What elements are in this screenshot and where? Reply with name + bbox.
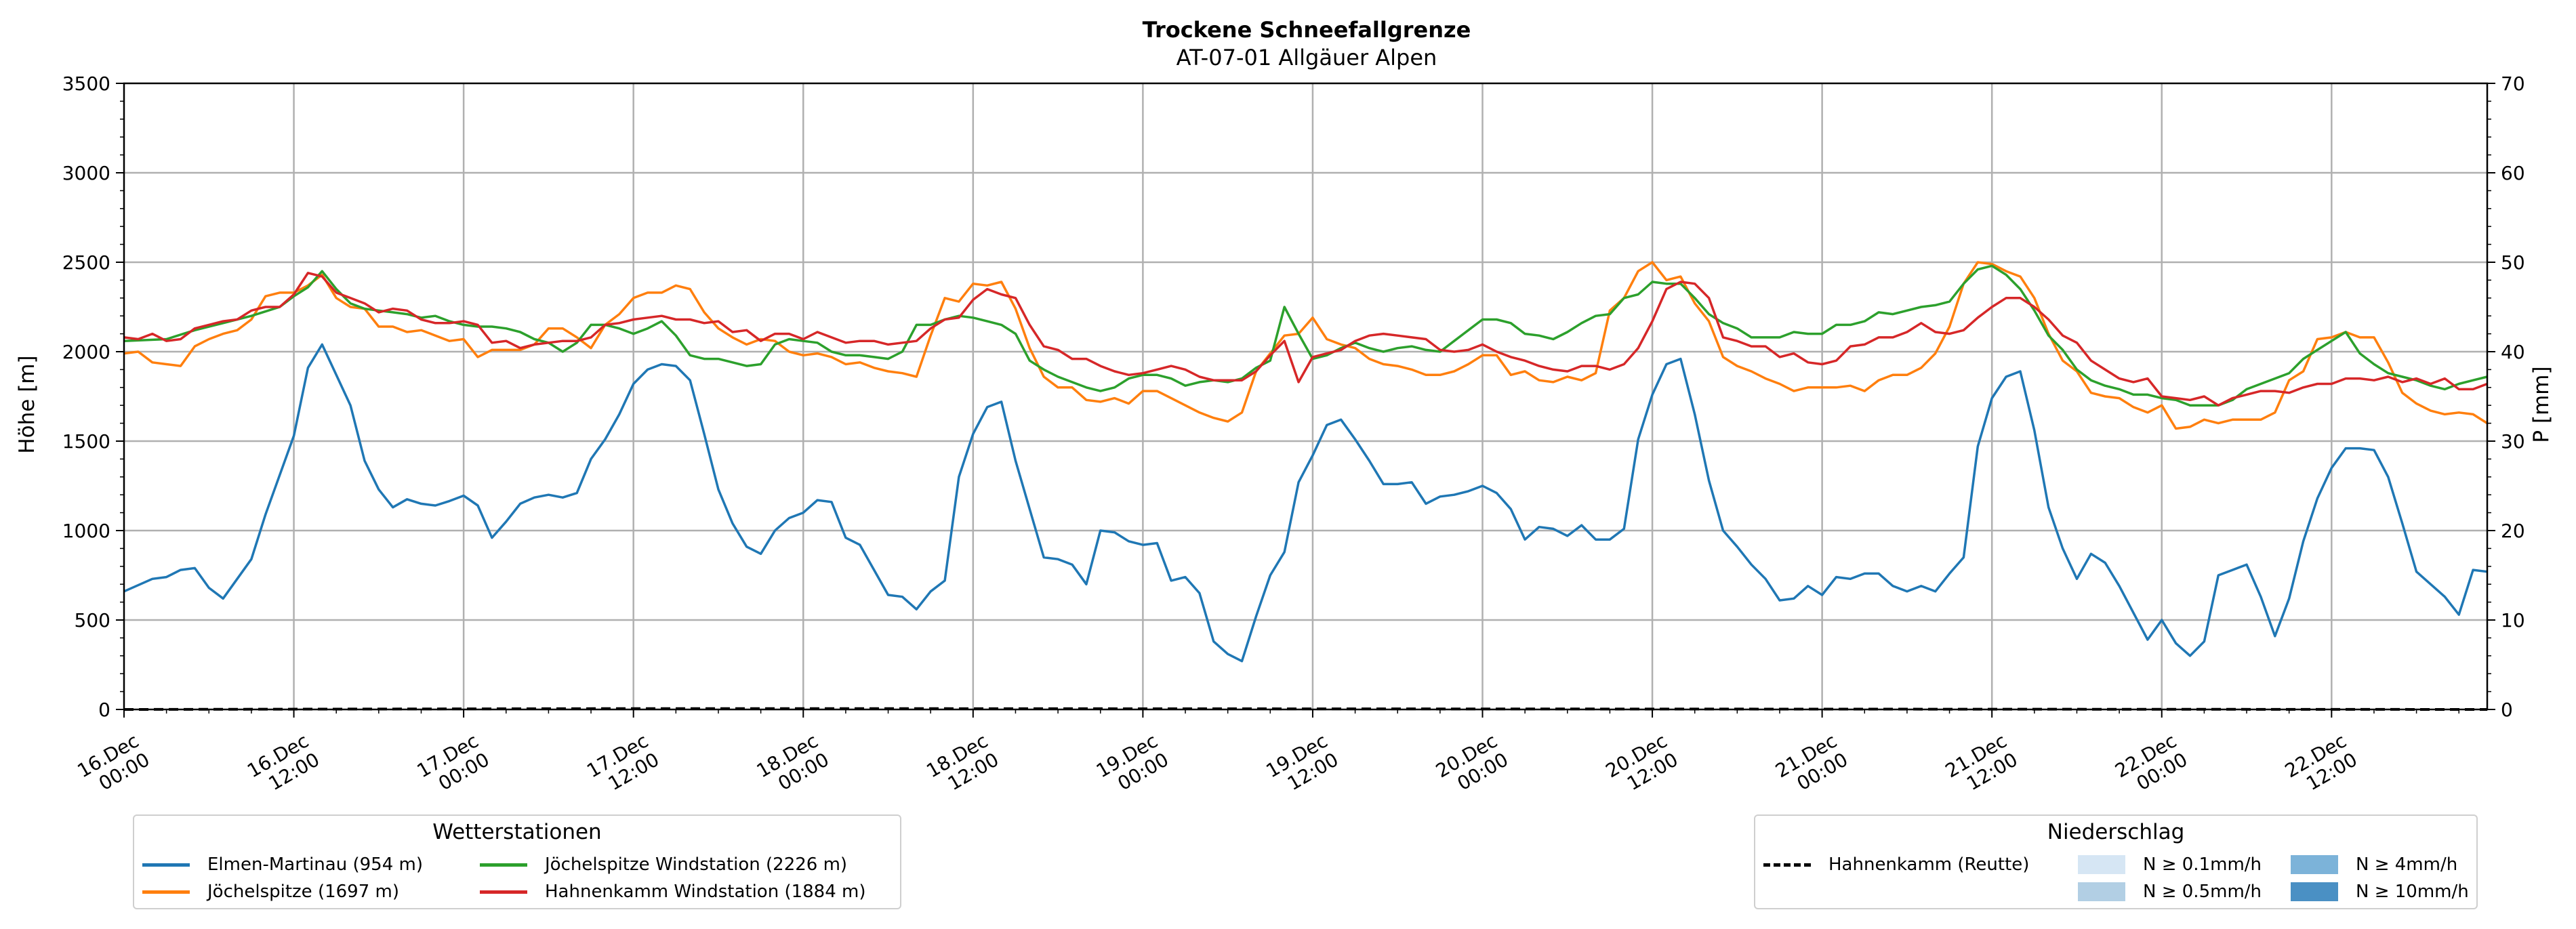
legend-entry-joechelspitze-windstation: Jöchelspitze Windstation (2226 m) <box>480 851 847 878</box>
legend-label: Hahnenkamm (Reutte) <box>1828 854 2030 875</box>
legend-precipitation: Niederschlag Hahnenkamm (Reutte) N ≥ 0.1… <box>1754 814 2478 909</box>
x-tick-label: 21.Dec12:00 <box>1942 729 2022 801</box>
x-tick-label: 18.Dec12:00 <box>922 729 1002 801</box>
series-line-j-chelspitze-windstation-2226-m <box>123 264 2488 407</box>
axes-layer: 0 500 1000 1500 2000 2500 3000 3500 0 10 20 30 40 50 6… <box>62 73 2525 801</box>
legend-swatch <box>1763 863 1811 867</box>
legend-entry-n-10: N ≥ 10mm/h <box>2291 878 2469 905</box>
legend-swatch <box>2078 882 2125 901</box>
legend-label: N ≥ 4mm/h <box>2356 854 2458 875</box>
y-axis-label: Höhe [m] <box>15 355 39 453</box>
legend-entry-n-0-5: N ≥ 0.5mm/h <box>2078 878 2262 905</box>
legend-label: Jöchelspitze (1697 m) <box>207 882 399 902</box>
y-tick-label: 0 <box>98 699 110 721</box>
x-tick-label: 21.Dec00:00 <box>1772 729 1852 801</box>
x-tick-label: 22.Dec00:00 <box>2111 729 2191 801</box>
legend-swatch <box>480 890 527 894</box>
legend-label: N ≥ 0.5mm/h <box>2143 882 2262 902</box>
legend-swatch <box>480 863 527 867</box>
legend-title: Wetterstationen <box>432 820 602 844</box>
x-tick-label: 17.Dec00:00 <box>413 729 493 801</box>
legend-title: Niederschlag <box>2047 820 2185 844</box>
y2-tick-label: 10 <box>2501 609 2525 632</box>
legend-entry-hahnenkamm-windstation: Hahnenkamm Windstation (1884 m) <box>480 878 866 905</box>
x-tick-label: 20.Dec12:00 <box>1602 729 1682 801</box>
legend-weather-stations: Wetterstationen Elmen-Martinau (954 m) J… <box>133 814 901 909</box>
chart-title: Trockene Schneefallgrenze <box>1143 17 1471 43</box>
y-tick-label: 2000 <box>62 341 110 363</box>
legend-swatch <box>2291 855 2338 874</box>
legend-label: Elmen-Martinau (954 m) <box>207 854 423 875</box>
x-tick-label: 19.Dec00:00 <box>1092 729 1172 801</box>
x-tick-label: 16.Dec00:00 <box>74 729 154 801</box>
legend-swatch <box>2078 855 2125 874</box>
legend-entry-hahnenkamm-reutte: Hahnenkamm (Reutte) <box>1763 851 2029 878</box>
legend-entry-n-0-1: N ≥ 0.1mm/h <box>2078 851 2262 878</box>
y2-tick-label: 20 <box>2501 520 2525 542</box>
y2-tick-label: 30 <box>2501 430 2525 453</box>
x-tick-label: 22.Dec12:00 <box>2281 729 2361 801</box>
legend-entry-elmen-martinau: Elmen-Martinau (954 m) <box>142 851 423 878</box>
y2-tick-label: 70 <box>2501 73 2525 95</box>
y-tick-label: 3500 <box>62 73 110 95</box>
legend-entry-joechelspitze: Jöchelspitze (1697 m) <box>142 878 399 905</box>
series-line-j-chelspitze-1697-m <box>123 261 2488 430</box>
x-tick-label: 16.Dec12:00 <box>243 729 323 801</box>
series-line-hahnenkamm-windstation-1884-m <box>123 272 2488 407</box>
x-tick-label: 18.Dec00:00 <box>753 729 833 801</box>
legend-swatch <box>142 863 190 867</box>
legend-label: Jöchelspitze Windstation (2226 m) <box>545 854 848 875</box>
legend-entry-n-4: N ≥ 4mm/h <box>2291 851 2457 878</box>
y-tick-label: 1000 <box>62 520 110 542</box>
y-tick-label: 3000 <box>62 162 110 184</box>
x-tick-label: 19.Dec12:00 <box>1262 729 1342 801</box>
y2-axis-label: P [mm] <box>2529 366 2554 442</box>
y2-tick-label: 0 <box>2501 699 2513 721</box>
y2-tick-label: 40 <box>2501 341 2525 363</box>
grid-layer <box>124 83 2487 709</box>
x-tick-label: 17.Dec12:00 <box>583 729 663 801</box>
legend-swatch <box>2291 882 2338 901</box>
legend-label: N ≥ 10mm/h <box>2356 882 2469 902</box>
series-layer <box>123 261 2488 711</box>
chart-subtitle: AT-07-01 Allgäuer Alpen <box>1177 45 1437 70</box>
y-tick-label: 500 <box>75 609 110 632</box>
y2-tick-label: 50 <box>2501 251 2525 274</box>
plot-frame <box>123 82 2489 711</box>
legend-swatch <box>142 890 190 894</box>
y2-tick-label: 60 <box>2501 162 2525 184</box>
legend-label: Hahnenkamm Windstation (1884 m) <box>545 882 866 902</box>
y-tick-label: 2500 <box>62 251 110 274</box>
x-tick-label: 20.Dec00:00 <box>1432 729 1512 801</box>
y-tick-label: 1500 <box>62 430 110 453</box>
series-line-elmen-martinau-954-m <box>123 343 2488 663</box>
legend-label: N ≥ 0.1mm/h <box>2143 854 2262 875</box>
